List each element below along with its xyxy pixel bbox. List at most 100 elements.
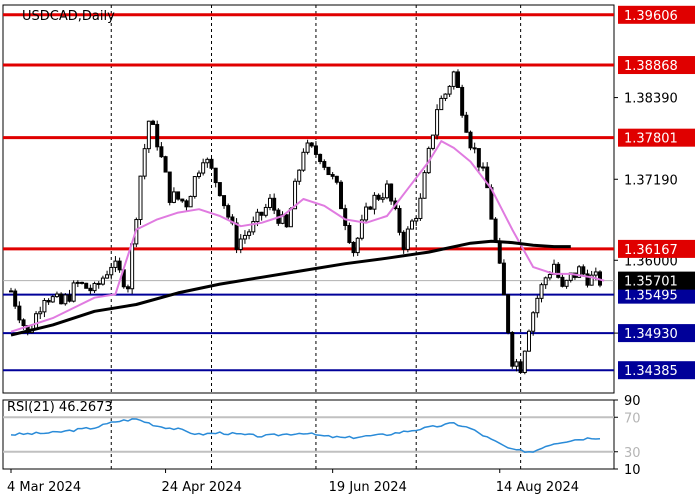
bearish-candle	[585, 273, 590, 286]
bullish-candle	[105, 274, 110, 279]
resistance-label-box	[618, 239, 695, 258]
bearish-candle	[184, 200, 189, 208]
bullish-candle	[251, 221, 256, 233]
bullish-candle	[305, 142, 310, 153]
bullish-candle	[92, 282, 97, 292]
bearish-candle	[155, 123, 160, 148]
date-tick-label: 19 Jun 2024	[329, 480, 407, 495]
bearish-candle	[59, 293, 64, 305]
bullish-candle	[146, 120, 151, 150]
bearish-candle	[339, 181, 344, 210]
bearish-candle	[476, 148, 481, 168]
bearish-candle	[159, 146, 164, 158]
bullish-candle	[263, 206, 268, 216]
bearish-candle	[347, 225, 352, 243]
price-labels-layer: 1.39606 1.38868 1.37801 1.36167 1.35495 1.349…	[618, 5, 695, 380]
bearish-candle	[88, 287, 93, 292]
bearish-candle	[455, 71, 460, 88]
bearish-candle	[497, 240, 502, 264]
bearish-candle	[180, 198, 185, 202]
bullish-candle	[113, 260, 118, 268]
price-tick-label: 1.36000	[624, 254, 678, 269]
bullish-candle	[205, 158, 210, 164]
bullish-candle	[288, 208, 293, 228]
bearish-candle	[351, 241, 356, 254]
bullish-candle	[54, 293, 59, 298]
bearish-candle	[284, 214, 289, 228]
bearish-candle	[368, 206, 373, 210]
bullish-candle	[42, 299, 47, 313]
bullish-candle	[196, 172, 201, 178]
bullish-candle	[418, 197, 423, 219]
rsi-plot-frame	[2, 399, 615, 470]
bearish-candle	[272, 197, 277, 211]
bearish-candle	[485, 166, 490, 189]
bearish-candle	[501, 262, 506, 296]
bearish-candle	[401, 231, 406, 250]
axes-layer: 1.38390 1.37190 1.36000 1.34930 90 70 30 10 4 Ma…	[7, 92, 678, 495]
bearish-candle	[581, 266, 586, 275]
bearish-candle	[334, 175, 339, 183]
bullish-candle	[439, 97, 444, 111]
rsi-line	[10, 418, 601, 453]
bearish-candle	[125, 286, 130, 290]
resistance-label-text: 1.37801	[624, 132, 678, 147]
current-price-label-text: 1.35701	[624, 275, 678, 290]
bearish-candle	[67, 294, 72, 302]
bearish-candle	[397, 207, 402, 233]
moving-averages-layer	[10, 140, 605, 337]
bearish-candle	[389, 183, 394, 202]
support-label-box	[618, 285, 695, 304]
bearish-candle	[9, 290, 13, 293]
bullish-candle	[522, 350, 527, 373]
bullish-candle	[451, 71, 456, 87]
bearish-candle	[226, 205, 231, 218]
bearish-candle	[117, 260, 122, 271]
current-price-label-box	[618, 271, 695, 290]
bullish-candle	[100, 277, 105, 285]
rsi-tick-label: 70	[624, 411, 641, 426]
bearish-candle	[167, 171, 172, 203]
support-label-text: 1.34930	[624, 327, 678, 342]
bullish-candle	[435, 109, 440, 136]
rsi-tick-label: 10	[624, 463, 641, 478]
bullish-candle	[593, 271, 598, 276]
bullish-candle	[355, 237, 360, 254]
resistance-label-text: 1.39606	[624, 9, 678, 24]
resistance-label-box	[618, 5, 695, 24]
bullish-candle	[301, 151, 306, 171]
bullish-candle	[380, 197, 385, 200]
bullish-candle	[364, 206, 369, 221]
bullish-candle	[539, 284, 544, 299]
rsi-panel	[3, 416, 614, 453]
bearish-candle	[46, 299, 51, 303]
resistance-label-text: 1.36167	[624, 243, 678, 258]
bearish-candle	[460, 86, 465, 116]
resistance-label-box	[618, 128, 695, 147]
bearish-candle	[222, 195, 227, 207]
bearish-candle	[84, 282, 89, 289]
bullish-candle	[247, 231, 252, 236]
support-label-text: 1.35495	[624, 289, 678, 304]
bearish-candle	[234, 222, 239, 250]
bearish-candle	[96, 282, 101, 285]
bearish-candle	[556, 263, 561, 278]
bullish-candle	[267, 197, 272, 208]
bearish-candle	[493, 218, 498, 242]
bearish-candle	[217, 182, 222, 197]
bullish-candle	[547, 273, 552, 279]
bearish-candle	[209, 158, 214, 169]
bearish-candle	[13, 290, 18, 307]
date-tick-label: 4 Mar 2024	[7, 480, 81, 495]
bullish-candle	[589, 274, 594, 286]
date-tick-label: 24 Apr 2024	[162, 480, 242, 495]
bullish-candle	[422, 172, 427, 199]
bearish-candle	[313, 145, 318, 155]
bearish-candle	[326, 166, 331, 176]
bullish-candle	[430, 134, 435, 149]
bullish-candle	[514, 361, 519, 367]
bullish-candle	[372, 194, 377, 210]
bullish-candle	[63, 294, 68, 305]
bullish-candle	[297, 169, 302, 182]
rsi-tick-label: 30	[624, 446, 641, 461]
